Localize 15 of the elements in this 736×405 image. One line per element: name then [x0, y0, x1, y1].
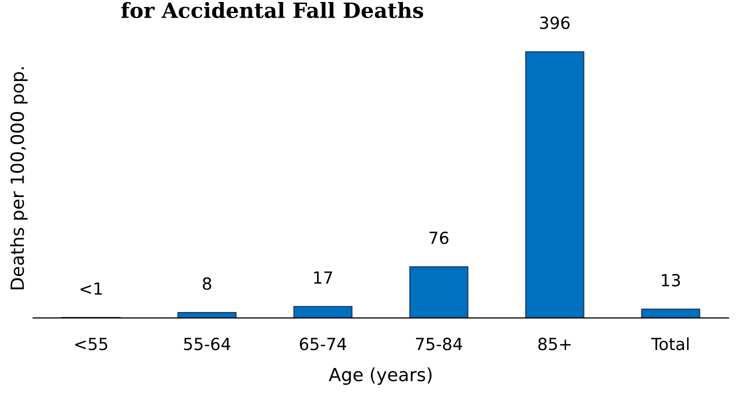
x-tick-label: 75-84 — [416, 338, 462, 350]
y-axis-title: Deaths per 100,000 pop. — [10, 67, 28, 290]
data-label: 8 — [202, 277, 212, 290]
x-axis-title: Age (years) — [328, 367, 432, 385]
data-label: 13 — [662, 274, 680, 287]
x-tick-label: Total — [651, 337, 689, 350]
data-label: 76 — [430, 232, 448, 244]
chart-title: for Accidental Fall Deaths — [121, 2, 424, 18]
x-tick-label: 55-64 — [184, 338, 230, 350]
data-label: 17 — [314, 271, 332, 284]
x-tick-label: 65-74 — [300, 338, 346, 350]
data-label: <1 — [80, 282, 102, 295]
data-label: 396 — [540, 16, 570, 30]
x-tick-label: <55 — [75, 338, 108, 350]
x-tick-label: 85+ — [538, 338, 571, 350]
